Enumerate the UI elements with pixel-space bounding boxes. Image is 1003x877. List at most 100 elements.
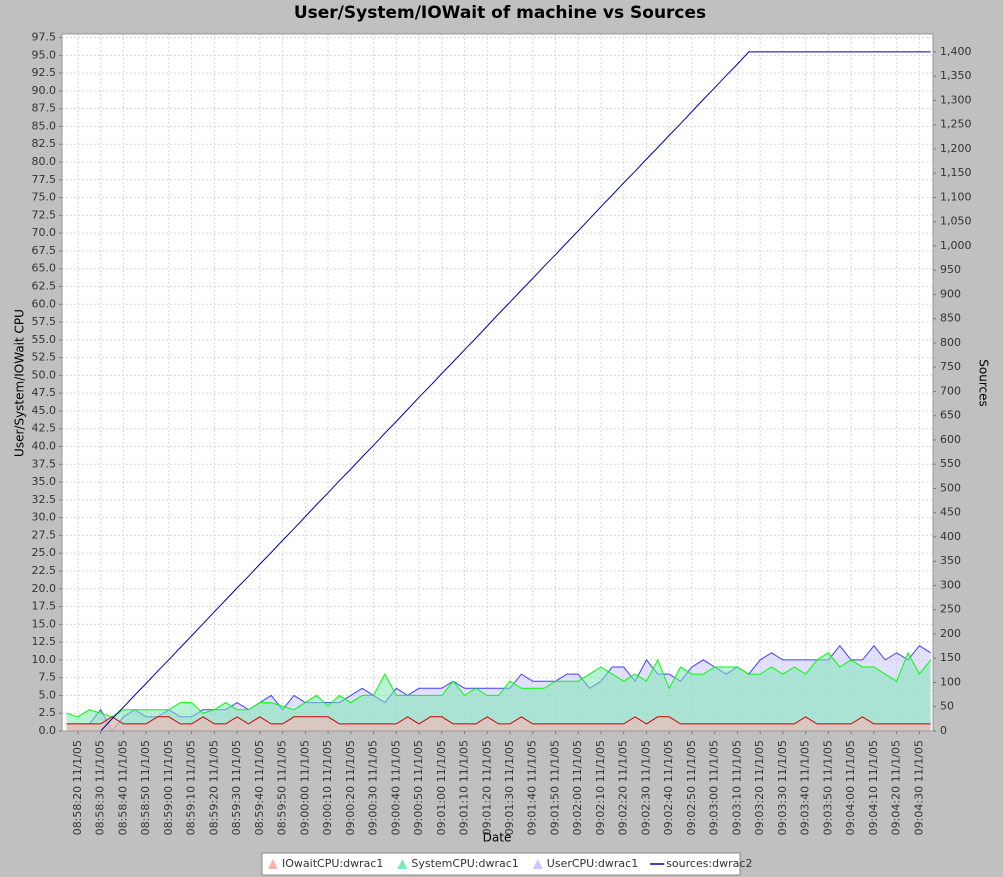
y2-tick-label: 950	[940, 263, 961, 276]
x-tick-label: 08:59:50 11/1/05	[276, 740, 289, 835]
y-tick-label: 55.0	[32, 333, 57, 346]
x-tick-label: 09:02:00 11/1/05	[571, 740, 584, 835]
y-tick-label: 10.0	[32, 653, 57, 666]
y-tick-label: 80.0	[32, 155, 57, 168]
y-tick-label: 27.5	[32, 528, 57, 541]
y2-tick-label: 100	[940, 675, 961, 688]
y2-tick-label: 250	[940, 603, 961, 616]
y-tick-label: 37.5	[32, 457, 57, 470]
x-tick-label: 09:03:40 11/1/05	[799, 740, 812, 835]
x-tick-label: 09:01:10 11/1/05	[458, 740, 471, 835]
y-tick-label: 32.5	[32, 493, 57, 506]
x-tick-label: 09:00:50 11/1/05	[412, 740, 425, 835]
y-tick-label: 22.5	[32, 564, 57, 577]
y2-tick-label: 800	[940, 336, 961, 349]
y2-tick-label: 50	[940, 700, 954, 713]
legend-swatch	[532, 859, 543, 869]
x-tick-label: 08:58:50 11/1/05	[139, 740, 152, 835]
y-tick-label: 12.5	[32, 635, 57, 648]
x-tick-label: 09:02:40 11/1/05	[662, 740, 675, 835]
y2-tick-label: 700	[940, 384, 961, 397]
x-tick-label: 09:01:50 11/1/05	[548, 740, 561, 835]
x-tick-label: 09:00:00 11/1/05	[298, 740, 311, 835]
y-tick-label: 72.5	[32, 208, 57, 221]
legend-label: SystemCPU:dwrac1	[411, 857, 518, 870]
x-tick-label: 09:00:40 11/1/05	[389, 740, 402, 835]
y-tick-label: 62.5	[32, 279, 57, 292]
y2-tick-label: 0	[940, 724, 947, 737]
x-tick-label: 09:03:30 11/1/05	[776, 740, 789, 835]
y-tick-label: 57.5	[32, 315, 57, 328]
x-tick-label: 09:01:40 11/1/05	[526, 740, 539, 835]
y-tick-label: 17.5	[32, 600, 57, 613]
y2-tick-label: 1,400	[940, 45, 972, 58]
y-tick-label: 50.0	[32, 368, 57, 381]
y-tick-label: 0.0	[39, 724, 57, 737]
legend-swatch	[268, 859, 278, 869]
x-tick-label: 09:00:20 11/1/05	[344, 740, 357, 835]
x-tick-label: 08:58:40 11/1/05	[116, 740, 129, 835]
y-tick-label: 47.5	[32, 386, 57, 399]
y-tick-label: 65.0	[32, 262, 57, 275]
x-tick-label: 09:00:30 11/1/05	[367, 740, 380, 835]
x-tick-label: 09:01:00 11/1/05	[435, 740, 448, 835]
x-tick-label: 09:03:00 11/1/05	[708, 740, 721, 835]
y-tick-label: 52.5	[32, 351, 57, 364]
x-tick-label: 08:59:00 11/1/05	[162, 740, 175, 835]
y-tick-label: 30.0	[32, 511, 57, 524]
legend-box	[261, 852, 741, 876]
x-tick-label: 08:58:20 11/1/05	[71, 740, 84, 835]
y2-tick-label: 1,250	[940, 118, 972, 131]
y-tick-label: 67.5	[32, 244, 57, 257]
y2-tick-label: 550	[940, 457, 961, 470]
legend-swatch	[397, 859, 408, 869]
y2-tick-label: 150	[940, 651, 961, 664]
y2-tick-label: 1,050	[940, 215, 972, 228]
y-tick-label: 5.0	[39, 688, 57, 701]
y-tick-label: 97.5	[32, 31, 57, 44]
y-tick-label: 20.0	[32, 582, 57, 595]
y2-tick-label: 400	[940, 530, 961, 543]
y2-tick-label: 1,150	[940, 166, 972, 179]
y-tick-label: 40.0	[32, 440, 57, 453]
y-tick-label: 90.0	[32, 84, 57, 97]
legend-label: sources:dwrac2	[666, 857, 752, 870]
y-tick-label: 7.5	[39, 671, 57, 684]
y-tick-label: 15.0	[32, 617, 57, 630]
y-tick-label: 95.0	[32, 48, 57, 61]
y2-tick-label: 300	[940, 578, 961, 591]
y-tick-label: 77.5	[32, 173, 57, 186]
x-tick-label: 08:58:30 11/1/05	[94, 740, 107, 835]
y-tick-label: 60.0	[32, 297, 57, 310]
x-tick-label: 08:59:10 11/1/05	[185, 740, 198, 835]
legend-label: IOwaitCPU:dwrac1	[282, 857, 383, 870]
y-tick-label: 70.0	[32, 226, 57, 239]
y2-tick-label: 600	[940, 433, 961, 446]
y-axis-label: User/System/IOWait CPU	[13, 309, 27, 457]
x-tick-label: 09:04:10 11/1/05	[867, 740, 880, 835]
y2-tick-label: 500	[940, 481, 961, 494]
y2-axis-label: Sources	[977, 359, 991, 406]
x-tick-label: 09:02:10 11/1/05	[594, 740, 607, 835]
y-tick-label: 25.0	[32, 546, 57, 559]
x-tick-label: 09:03:20 11/1/05	[753, 740, 766, 835]
y2-tick-label: 1,300	[940, 93, 972, 106]
line	[66, 651, 932, 718]
plot-border	[61, 33, 934, 732]
x-tick-label: 09:02:50 11/1/05	[685, 740, 698, 835]
line	[66, 716, 931, 725]
y-tick-label: 92.5	[32, 66, 57, 79]
x-tick-label: 09:04:00 11/1/05	[844, 740, 857, 835]
area	[66, 652, 931, 731]
x-tick-label: 09:01:30 11/1/05	[503, 740, 516, 835]
line	[66, 644, 931, 732]
y-tick-label: 2.5	[39, 706, 57, 719]
x-tick-label: 09:00:10 11/1/05	[321, 740, 334, 835]
y2-tick-label: 1,350	[940, 69, 972, 82]
y2-tick-label: 750	[940, 360, 961, 373]
y2-tick-label: 1,000	[940, 239, 972, 252]
y-tick-label: 42.5	[32, 422, 57, 435]
y2-tick-label: 850	[940, 312, 961, 325]
y2-tick-label: 350	[940, 554, 961, 567]
